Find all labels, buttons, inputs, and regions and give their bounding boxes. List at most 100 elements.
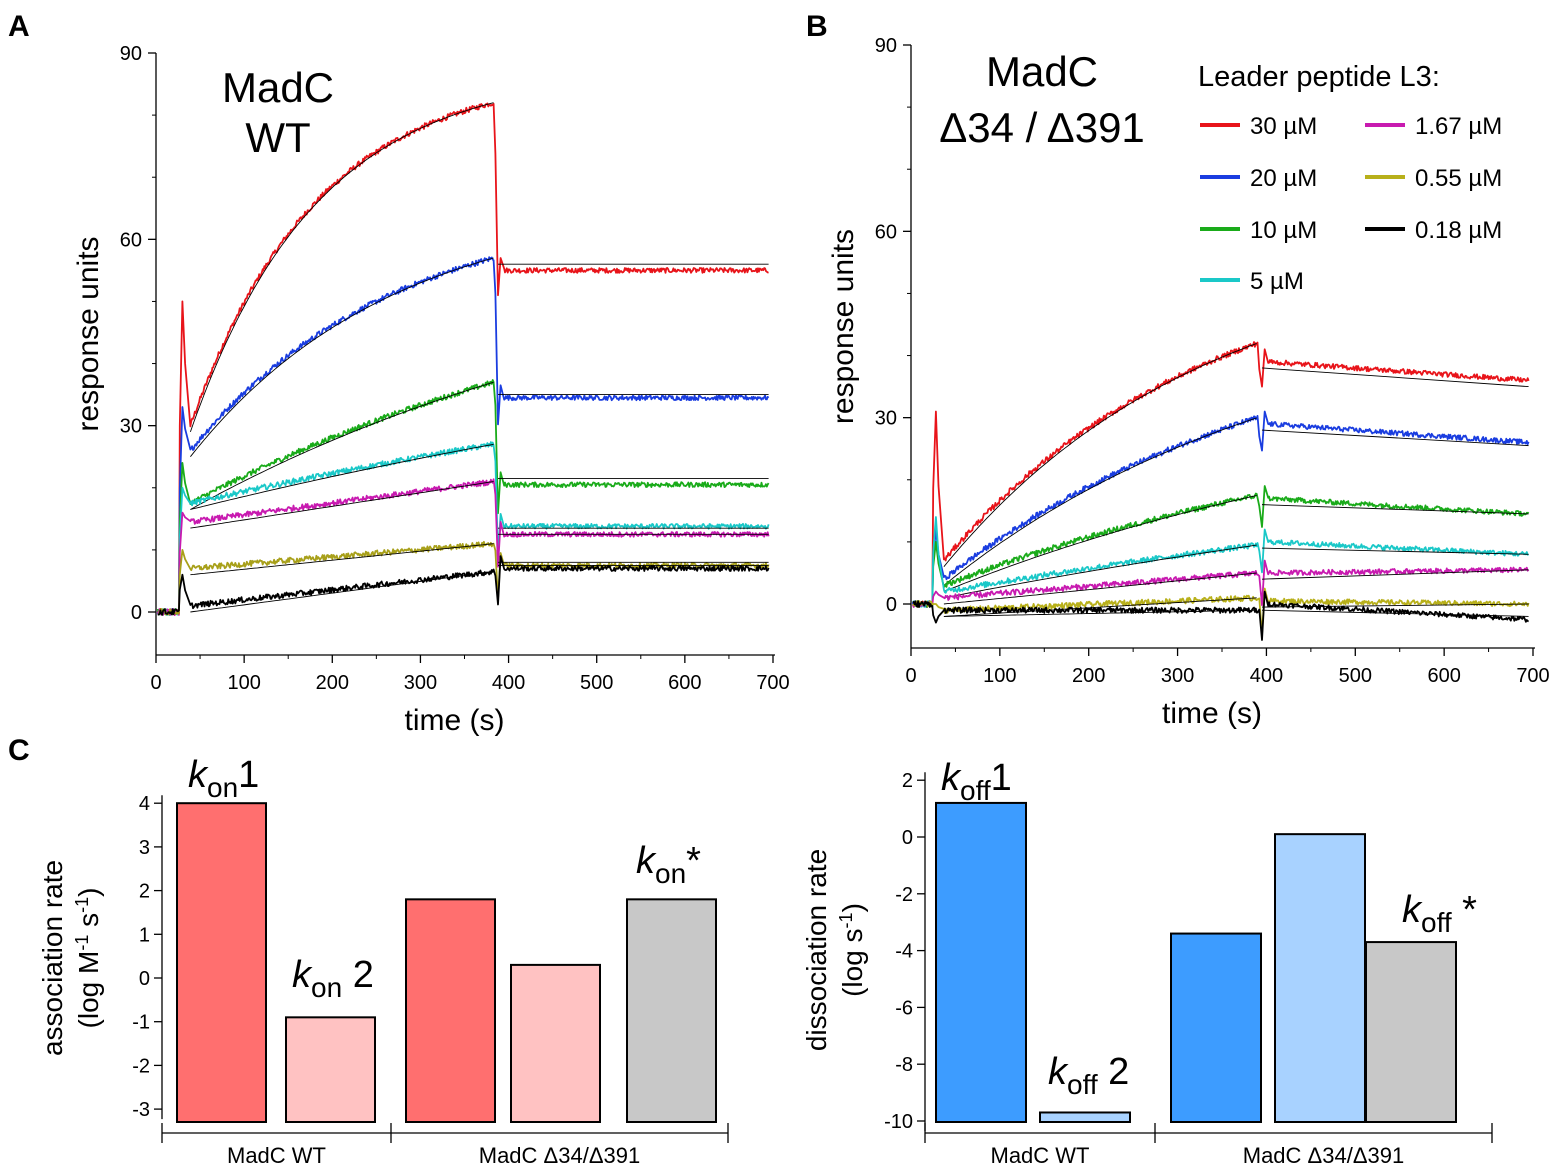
panel-a-series-line <box>157 555 770 616</box>
panel-a-title-line2: WT <box>245 114 310 161</box>
legend-label: 5 µM <box>1250 268 1304 295</box>
panel-b-x-tick-label: 700 <box>1516 665 1549 687</box>
panel-a-series-line <box>156 256 770 616</box>
panel-b-y-tick-label: 30 <box>875 408 897 430</box>
panel-b-fit-line <box>943 609 1257 617</box>
panel-b-series-line <box>911 559 1530 608</box>
panel-c-right-bar <box>1039 1111 1131 1123</box>
panel-b-fit-line <box>943 544 1257 599</box>
panel-a-series-line <box>156 379 770 616</box>
panel-a-y-tick-label: 30 <box>120 416 142 438</box>
panel-a-y-tick-label: 60 <box>120 229 142 251</box>
panel-b-series-line <box>912 516 1530 608</box>
panel-a-series <box>156 102 770 616</box>
panel-b-x-tick-label: 600 <box>1427 665 1460 687</box>
panel-b-y-tick-label: 60 <box>875 221 897 243</box>
panel-b-x-tick-label: 400 <box>1250 665 1283 687</box>
panel-a-fit-line <box>190 443 494 510</box>
panel-c-left-y-tick-label: 2 <box>139 881 150 903</box>
panel-b-fit-line <box>943 572 1257 605</box>
panel-b-fit-line <box>1261 504 1529 515</box>
panel-c-left-y-axis-title-line2: (log M-1 s-1) <box>72 888 104 1029</box>
panel-b-series-line <box>911 410 1530 608</box>
panel-c-right-bar <box>1274 833 1366 1123</box>
panel-c-left-bar <box>510 963 601 1124</box>
panel-b-x-tick-label: 0 <box>905 665 916 687</box>
panel-c-left-bar-label: kon 2 <box>292 954 374 1003</box>
panel-c-right-bar <box>1170 932 1262 1123</box>
panel-a-y-tick-label: 0 <box>131 602 142 624</box>
panel-c-left-bar <box>285 1016 376 1124</box>
panel-a-series-line <box>156 441 770 616</box>
panel-c-left-y-tick-label: 3 <box>139 837 150 859</box>
panel-c-right-bar-label: koff * <box>1402 889 1477 938</box>
panel-a-x-tick-label: 600 <box>668 672 701 694</box>
panel-a-title-line1: MadC <box>222 64 334 111</box>
panel-a-x-tick-label: 300 <box>404 672 437 694</box>
panel-c-right-y-tick-label: 0 <box>902 827 913 849</box>
panel-b-fit-line <box>1261 569 1529 580</box>
panel-c-left-group-label: MadC WT <box>227 1143 326 1168</box>
panel-c-left-y-tick-label: 4 <box>139 793 150 815</box>
panel-a-fit-line <box>190 257 494 457</box>
panel-b-y-tick-label: 0 <box>886 594 897 616</box>
legend-label: 20 µM <box>1250 165 1317 192</box>
panel-c-right-bar-label: koff 2 <box>1048 1051 1129 1100</box>
panel-a-fit-line <box>190 571 494 613</box>
legend-label: 0.18 µM <box>1415 217 1502 244</box>
panel-c-right-bar-label: koff1 <box>941 757 1012 806</box>
panel-c-left-y-tick-label: -3 <box>132 1099 150 1121</box>
panel-a-chart: 0 30 60 90 0 100 200 300 400 500 600 700 time (s) res… <box>72 43 790 737</box>
panel-b-axes: 0 30 60 90 0 100 200 300 400 500 600 700 time (s) res… <box>827 35 1550 730</box>
panel-c-right-y-tick-label: -2 <box>895 884 913 906</box>
panel-c-left-bar-label: kon* <box>636 840 701 889</box>
panel-c-right-y-tick-label: -6 <box>895 997 913 1019</box>
panel-c-right-bar <box>1365 941 1457 1124</box>
legend-label: 10 µM <box>1250 217 1317 244</box>
panel-letter-b: B <box>806 10 828 43</box>
panel-a-x-tick-label: 200 <box>316 672 349 694</box>
panel-a-x-tick-label: 0 <box>150 672 161 694</box>
panel-b-x-axis-title: time (s) <box>1162 697 1262 730</box>
panel-letter-a: A <box>8 10 30 43</box>
panel-c-right-bar <box>935 801 1027 1123</box>
panel-c-right-y-axis-title-line2: (log s-1) <box>836 903 868 997</box>
panel-b-fit-line <box>1261 367 1529 388</box>
panel-c-left-y-axis-title-line1: association rate <box>37 860 68 1056</box>
legend-title: Leader peptide L3: <box>1198 61 1440 93</box>
panel-b-chart: 0 30 60 90 0 100 200 300 400 500 600 700 time (s) res… <box>827 35 1550 730</box>
panel-b-series-line <box>912 485 1530 608</box>
panel-c-right-group-label: MadC Δ34/Δ391 <box>1243 1143 1404 1168</box>
panel-c-left-y-tick-label: -1 <box>132 1012 150 1034</box>
panel-b-fit-line <box>943 343 1257 567</box>
panel-b-fit-line <box>943 417 1257 586</box>
panel-a-x-tick-label: 500 <box>580 672 613 694</box>
panel-c-left-y-tick-label: -2 <box>132 1055 150 1077</box>
panel-a-x-tick-label: 400 <box>492 672 525 694</box>
panel-b-y-axis-title: response units <box>827 229 860 424</box>
legend-label: 1.67 µM <box>1415 113 1502 140</box>
panel-a-fit-line <box>189 102 494 433</box>
panel-b-x-tick-label: 100 <box>983 665 1016 687</box>
panel-c-right-y-tick-label: 2 <box>902 770 913 792</box>
panel-a-y-tick-label: 90 <box>120 43 142 65</box>
panel-a-x-tick-label: 700 <box>756 672 789 694</box>
panel-c-left-bar-label: kon1 <box>188 754 259 803</box>
panel-a-series-line <box>156 102 769 616</box>
panel-a-fit-line <box>190 381 494 510</box>
legend-label: 0.55 µM <box>1415 165 1502 192</box>
legend-label: 30 µM <box>1250 113 1317 140</box>
legend: 30 µM 20 µM 10 µM 5 µM 1.67 µM 0.55 µM 0.18 µM <box>1200 113 1502 295</box>
panel-b-series-line <box>912 587 1530 636</box>
panel-b-x-tick-label: 500 <box>1339 665 1372 687</box>
panel-a-fit-line <box>190 543 494 576</box>
panel-c-left-y-tick-label: 0 <box>139 968 150 990</box>
panel-letter-c: C <box>8 734 30 767</box>
panel-b-x-tick-label: 300 <box>1161 665 1194 687</box>
panel-a-y-axis-title: response units <box>72 236 105 431</box>
panel-b-fit-line <box>1261 547 1529 555</box>
panel-b-series <box>911 341 1530 641</box>
panel-c-association-chart: -3 -2 -1 0 1 2 3 4 association rate (log M-1 s-1)… <box>37 754 729 1168</box>
panel-b-title-line1: MadC <box>986 48 1098 95</box>
